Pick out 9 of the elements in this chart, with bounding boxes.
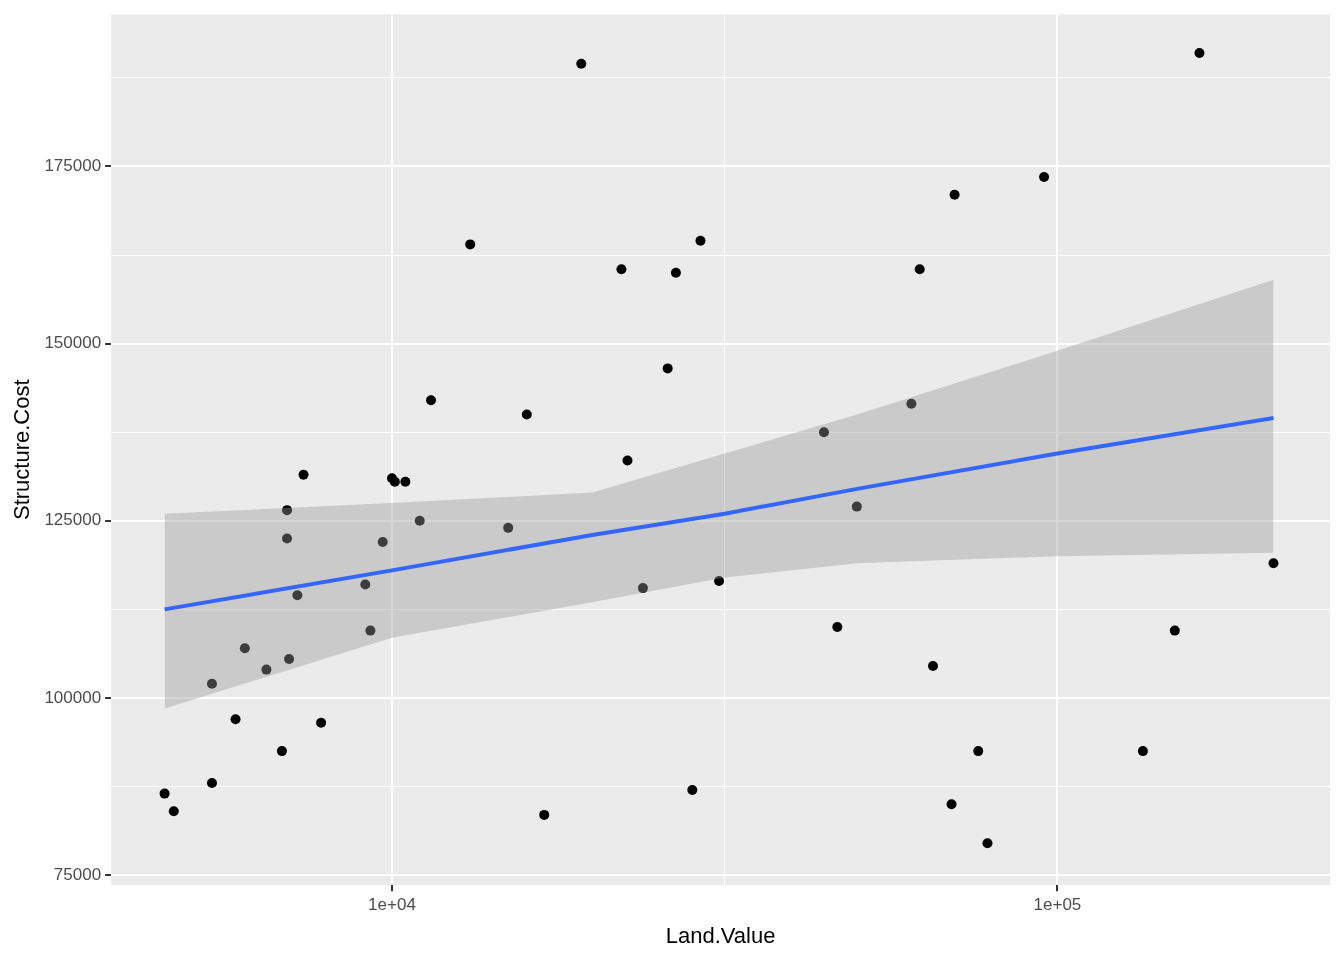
y-tick-label: 100000 (44, 687, 102, 707)
x-tick-label: 1e+04 (368, 895, 416, 915)
y-tick-label: 125000 (44, 510, 102, 530)
x-tick-label: 1e+05 (1033, 895, 1082, 915)
y-tick-label: 175000 (44, 156, 102, 176)
y-tick-label: 150000 (44, 333, 102, 353)
y-tick-label: 75000 (53, 864, 102, 884)
x-axis-title: Land.Value (665, 922, 776, 948)
y-axis-title: Structure.Cost (9, 379, 35, 520)
